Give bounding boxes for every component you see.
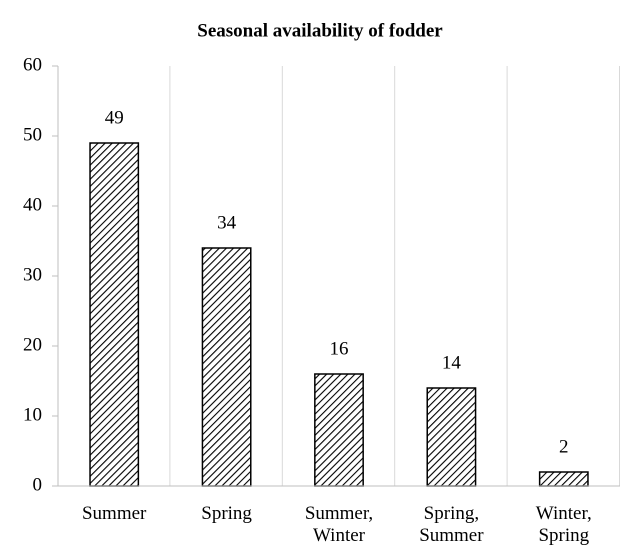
bar xyxy=(538,471,589,487)
bar xyxy=(426,387,477,487)
data-label: 2 xyxy=(559,436,569,457)
y-tick-label: 30 xyxy=(23,264,42,285)
x-tick-label: Summer, Winter xyxy=(304,503,374,546)
y-tick-label: 40 xyxy=(23,194,42,215)
data-label: 14 xyxy=(442,352,462,373)
bar xyxy=(201,247,252,487)
x-tick-label: Winter, Spring xyxy=(535,503,592,546)
y-tick-label: 0 xyxy=(33,474,43,495)
chart-title: Seasonal availability of fodder xyxy=(197,20,443,41)
bar xyxy=(89,142,140,487)
bar xyxy=(314,373,364,487)
x-tick-label: Spring, Summer xyxy=(419,503,484,546)
data-label: 49 xyxy=(105,107,124,128)
data-label: 16 xyxy=(330,338,349,359)
y-tick-label: 10 xyxy=(23,404,42,425)
x-tick-label: Spring xyxy=(201,503,252,524)
x-tick-label: Summer xyxy=(81,503,147,524)
y-tick-label: 50 xyxy=(23,124,42,145)
y-tick-label: 20 xyxy=(23,334,42,355)
data-label: 34 xyxy=(217,212,237,233)
y-tick-label: 60 xyxy=(23,54,42,75)
